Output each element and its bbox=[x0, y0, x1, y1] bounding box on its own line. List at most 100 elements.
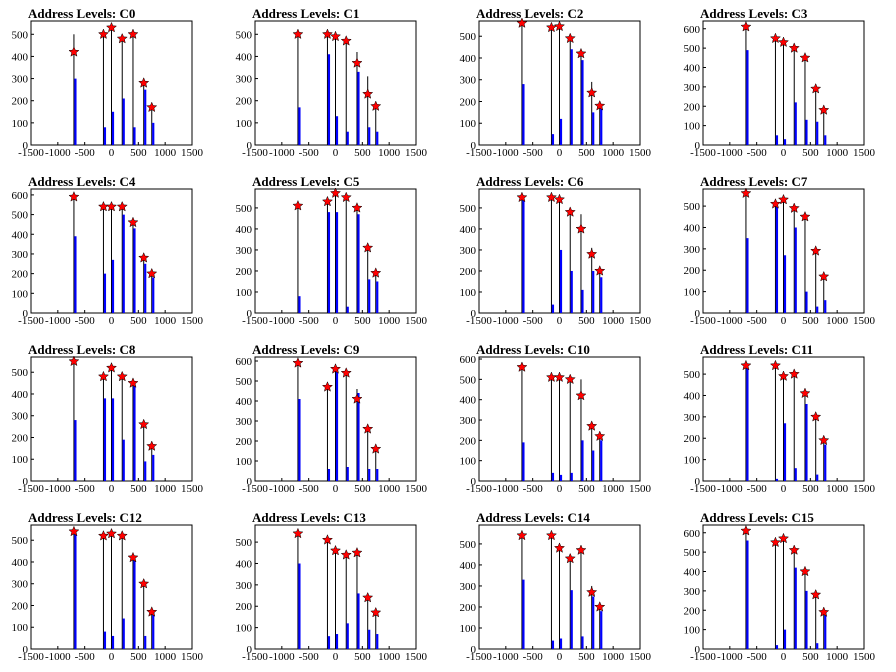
y-tick-label: 500 bbox=[684, 369, 701, 381]
star-marker bbox=[575, 47, 587, 59]
x-tick-label: -1500 bbox=[242, 483, 268, 495]
y-tick-label: 0 bbox=[695, 308, 701, 320]
x-tick-label: 1000 bbox=[154, 651, 177, 663]
y-tick-label: 100 bbox=[684, 455, 701, 467]
y-tick-label: 400 bbox=[12, 389, 29, 401]
y-tick-label: 100 bbox=[684, 287, 701, 299]
chart-svg: 0 100 200 300 400 500 -1500 -1000 -500 0 500 1000 15… bbox=[684, 356, 876, 495]
y-tick-label: 200 bbox=[460, 602, 477, 614]
x-tick-label: -1000 bbox=[493, 315, 519, 327]
star-marker bbox=[105, 527, 118, 539]
x-tick-label: -1000 bbox=[269, 147, 295, 159]
x-tick-label: -1000 bbox=[717, 315, 743, 327]
x-tick-label: 1500 bbox=[181, 147, 204, 159]
chart-title: Address Levels: C4 bbox=[28, 174, 136, 189]
x-tick-label: -500 bbox=[299, 483, 320, 495]
chart-svg: 0 100 200 300 400 500 -1500 -1000 -500 0 500 1000 15… bbox=[684, 187, 876, 327]
chart-title: Address Levels: C3 bbox=[700, 6, 808, 21]
star-marker bbox=[516, 529, 528, 541]
star-marker bbox=[777, 532, 790, 544]
star-marker bbox=[553, 542, 566, 553]
x-tick-label: -500 bbox=[299, 147, 320, 159]
x-tick-label: 1000 bbox=[826, 483, 849, 495]
y-tick-label: 500 bbox=[460, 374, 477, 386]
star-marker bbox=[594, 601, 606, 612]
star-marker bbox=[321, 28, 334, 40]
x-tick-label: 500 bbox=[802, 483, 819, 495]
y-tick-label: 400 bbox=[236, 558, 253, 570]
star-marker bbox=[818, 434, 830, 446]
x-tick-label: 500 bbox=[130, 315, 147, 327]
x-tick-label: -500 bbox=[75, 483, 96, 495]
x-tick-label: -1000 bbox=[269, 315, 295, 327]
star-marker bbox=[564, 206, 576, 217]
star-marker bbox=[105, 21, 118, 33]
star-marker bbox=[553, 20, 566, 32]
y-tick-label: 300 bbox=[460, 245, 477, 257]
y-tick-label: 100 bbox=[460, 287, 477, 299]
y-tick-label: 200 bbox=[236, 96, 253, 108]
star-marker bbox=[586, 86, 598, 98]
x-tick-label: 0 bbox=[557, 315, 563, 327]
y-tick-label: 100 bbox=[12, 454, 29, 466]
y-tick-label: 0 bbox=[247, 308, 253, 320]
star-marker bbox=[340, 549, 352, 560]
x-tick-label: -1000 bbox=[45, 483, 71, 495]
star-marker bbox=[105, 200, 118, 212]
y-tick-label: 500 bbox=[12, 210, 29, 222]
chart-title: Address Levels: C1 bbox=[252, 6, 360, 21]
star-marker bbox=[818, 606, 830, 617]
y-tick-label: 400 bbox=[12, 557, 29, 569]
star-marker bbox=[586, 248, 598, 259]
y-tick-label: 100 bbox=[236, 456, 253, 468]
y-tick-label: 300 bbox=[12, 249, 29, 261]
star-marker bbox=[146, 440, 158, 451]
x-tick-label: 1500 bbox=[629, 147, 652, 159]
y-tick-label: 200 bbox=[236, 266, 253, 278]
chart-svg: 0 100 200 300 400 500 -1500 -1000 -500 0 500 1000 15… bbox=[460, 188, 652, 327]
star-marker bbox=[575, 223, 587, 234]
x-tick-label: -1000 bbox=[45, 315, 71, 327]
y-tick-label: 0 bbox=[471, 308, 477, 320]
y-tick-label: 400 bbox=[460, 53, 477, 65]
x-tick-label: 1500 bbox=[181, 483, 204, 495]
star-marker bbox=[146, 606, 158, 617]
x-tick-label: 1000 bbox=[378, 147, 401, 159]
chart-panel: Address Levels: C14 0 100 200 300 400 500 -1500… bbox=[448, 504, 672, 672]
y-tick-label: 200 bbox=[236, 601, 253, 613]
x-tick-label: -500 bbox=[747, 315, 768, 327]
chart-svg: 0 100 200 300 400 500 -1500 -1000 -500 0 500 1000 15… bbox=[12, 524, 204, 663]
x-tick-label: 500 bbox=[578, 651, 595, 663]
star-marker bbox=[777, 193, 790, 205]
chart-panel: Address Levels: C2 0 100 200 300 400 500 -1500-… bbox=[448, 0, 672, 168]
x-tick-label: 1000 bbox=[602, 483, 625, 495]
star-marker bbox=[594, 99, 606, 111]
y-tick-label: 400 bbox=[684, 567, 701, 579]
chart-svg: 0 100 200 300 400 500 -1500 -1000 -500 0 500 1000 15… bbox=[460, 524, 652, 663]
star-marker bbox=[788, 202, 800, 213]
y-tick-label: 500 bbox=[684, 547, 701, 559]
y-tick-label: 0 bbox=[695, 644, 701, 656]
star-marker bbox=[351, 546, 363, 558]
star-marker bbox=[351, 393, 363, 404]
star-marker bbox=[564, 32, 576, 44]
y-tick-label: 500 bbox=[12, 29, 29, 41]
y-tick-label: 400 bbox=[236, 396, 253, 408]
chart-panel: Address Levels: C1 0 100 200 300 400 500 -1500-… bbox=[224, 0, 448, 168]
y-tick-label: 0 bbox=[695, 476, 701, 488]
x-tick-label: 1000 bbox=[154, 147, 177, 159]
star-marker bbox=[146, 101, 158, 113]
x-tick-label: 0 bbox=[333, 147, 339, 159]
y-tick-label: 400 bbox=[236, 51, 253, 63]
star-marker bbox=[321, 534, 334, 545]
y-tick-label: 500 bbox=[684, 43, 701, 55]
star-marker bbox=[127, 216, 139, 228]
x-tick-label: 500 bbox=[354, 147, 371, 159]
y-tick-label: 500 bbox=[12, 535, 29, 547]
star-marker bbox=[68, 525, 80, 537]
y-tick-label: 600 bbox=[12, 190, 29, 202]
x-tick-label: 1500 bbox=[181, 651, 204, 663]
y-tick-label: 200 bbox=[236, 436, 253, 448]
x-tick-label: -1000 bbox=[493, 651, 519, 663]
star-marker bbox=[362, 241, 374, 253]
